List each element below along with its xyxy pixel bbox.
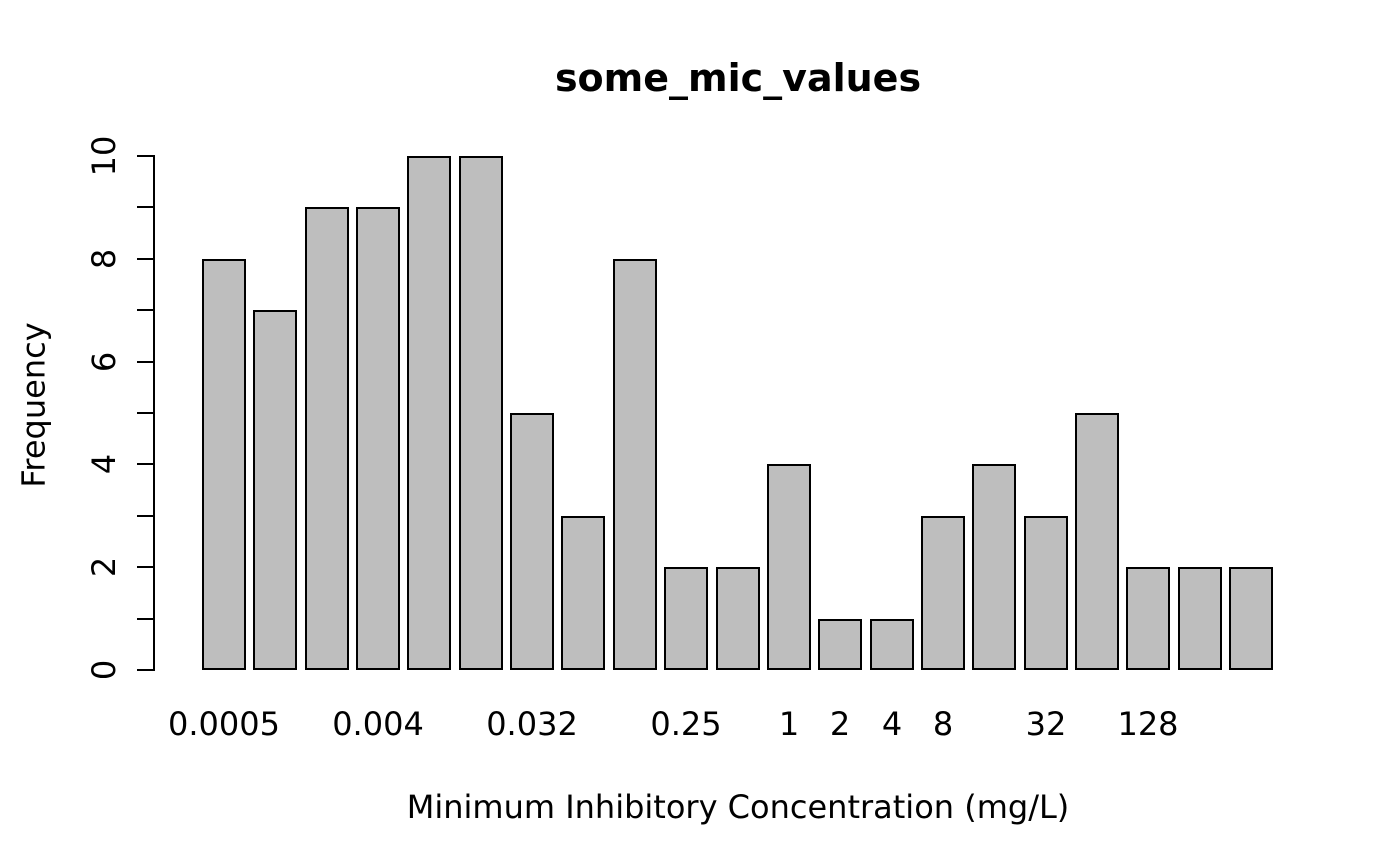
- histogram-bar: [870, 619, 914, 670]
- histogram-bar: [459, 156, 503, 670]
- y-axis-tick: [137, 309, 153, 311]
- histogram-bar: [716, 567, 760, 670]
- histogram-bar: [921, 516, 965, 670]
- histogram-bar: [818, 619, 862, 670]
- y-axis-tick: [137, 361, 153, 363]
- histogram-bar: [972, 464, 1016, 670]
- histogram-bar: [561, 516, 605, 670]
- histogram-bar: [613, 259, 657, 670]
- y-axis-tick: [137, 669, 153, 671]
- x-tick-label: 0.032: [486, 705, 578, 743]
- y-axis-tick: [137, 206, 153, 208]
- x-tick-label: 0.004: [332, 705, 424, 743]
- histogram-bar: [1178, 567, 1222, 670]
- x-tick-label: 128: [1117, 705, 1179, 743]
- y-axis-label: Frequency: [14, 322, 53, 488]
- histogram-bar: [664, 567, 708, 670]
- x-tick-label: 0.0005: [168, 705, 280, 743]
- y-tick-label: 4: [85, 453, 123, 475]
- y-tick-label: 0: [85, 659, 123, 681]
- histogram-bar: [1024, 516, 1068, 670]
- x-tick-label: 2: [829, 705, 851, 743]
- x-tick-label: 4: [881, 705, 903, 743]
- chart-title: some_mic_values: [554, 56, 922, 100]
- y-axis-tick: [137, 463, 153, 465]
- histogram-bar: [510, 413, 554, 670]
- y-axis-tick: [137, 618, 153, 620]
- y-tick-label: 6: [85, 351, 123, 373]
- x-tick-label: 8: [932, 705, 954, 743]
- histogram-bar: [1075, 413, 1119, 670]
- y-axis-tick: [137, 566, 153, 568]
- y-axis-tick: [137, 155, 153, 157]
- x-axis-label: Minimum Inhibitory Concentration (mg/L): [406, 788, 1070, 826]
- histogram-bar: [1126, 567, 1170, 670]
- histogram-bar: [305, 207, 349, 670]
- x-tick-label: 0.25: [650, 705, 722, 743]
- y-axis-tick: [137, 515, 153, 517]
- histogram-bar: [202, 259, 246, 670]
- histogram-bar: [407, 156, 451, 670]
- histogram-bar: [253, 310, 297, 670]
- histogram-bar: [356, 207, 400, 670]
- x-tick-label: 32: [1025, 705, 1067, 743]
- x-tick-label: 1: [778, 705, 800, 743]
- histogram-bar: [1229, 567, 1273, 670]
- y-tick-label: 8: [85, 248, 123, 270]
- y-axis-tick: [137, 258, 153, 260]
- y-tick-label: 2: [85, 556, 123, 578]
- histogram-bar: [767, 464, 811, 670]
- y-axis-tick: [137, 412, 153, 414]
- y-tick-label: 10: [85, 135, 123, 177]
- y-axis-line: [153, 155, 155, 671]
